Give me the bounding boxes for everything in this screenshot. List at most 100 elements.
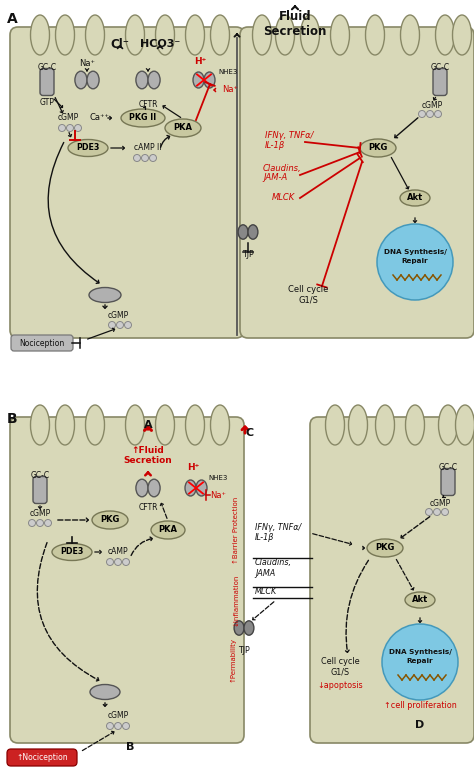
Ellipse shape — [193, 72, 204, 88]
Text: GTP: GTP — [39, 98, 55, 107]
Ellipse shape — [456, 405, 474, 445]
Ellipse shape — [126, 405, 145, 445]
Text: Na⁺: Na⁺ — [210, 492, 226, 500]
Ellipse shape — [30, 405, 49, 445]
Text: A: A — [7, 12, 18, 26]
Ellipse shape — [427, 110, 434, 117]
Ellipse shape — [436, 15, 455, 55]
Text: Akt: Akt — [407, 193, 423, 203]
Text: ↓apoptosis: ↓apoptosis — [317, 680, 363, 690]
Ellipse shape — [165, 119, 201, 137]
Text: CFTR: CFTR — [138, 503, 158, 512]
Text: D: D — [415, 720, 425, 730]
Ellipse shape — [92, 511, 128, 529]
Ellipse shape — [155, 15, 174, 55]
Text: IFNγ, TNFα/: IFNγ, TNFα/ — [265, 131, 313, 139]
Text: ↑Fluid
Secretion: ↑Fluid Secretion — [124, 446, 173, 465]
Text: Claudins,: Claudins, — [255, 558, 292, 568]
Ellipse shape — [52, 543, 92, 561]
Text: MLCK: MLCK — [255, 587, 277, 597]
Ellipse shape — [151, 521, 185, 539]
Text: Repair: Repair — [401, 258, 428, 264]
Ellipse shape — [426, 508, 432, 515]
Ellipse shape — [330, 15, 349, 55]
Text: G1/S: G1/S — [330, 667, 349, 677]
Text: cAMP: cAMP — [108, 547, 128, 557]
Text: GC-C: GC-C — [37, 63, 56, 73]
Text: ↑Barrier Protection: ↑Barrier Protection — [233, 496, 239, 564]
Ellipse shape — [55, 405, 74, 445]
Ellipse shape — [196, 480, 207, 496]
Text: PDE3: PDE3 — [60, 547, 84, 557]
Text: Claudins,: Claudins, — [263, 164, 301, 172]
Text: A: A — [144, 420, 152, 430]
Ellipse shape — [185, 15, 204, 55]
Ellipse shape — [142, 154, 148, 161]
Text: Akt: Akt — [412, 596, 428, 604]
Ellipse shape — [28, 519, 36, 526]
Ellipse shape — [244, 621, 254, 635]
Ellipse shape — [253, 15, 272, 55]
Text: DNA Synthesis/: DNA Synthesis/ — [383, 249, 447, 255]
Text: H⁺: H⁺ — [194, 57, 206, 67]
Text: B: B — [126, 742, 134, 752]
Ellipse shape — [367, 539, 403, 557]
Text: Na⁺: Na⁺ — [79, 60, 95, 68]
Ellipse shape — [326, 405, 345, 445]
Ellipse shape — [121, 109, 165, 127]
Ellipse shape — [435, 110, 441, 117]
Text: IL-1β: IL-1β — [265, 142, 285, 150]
Ellipse shape — [36, 519, 44, 526]
Ellipse shape — [66, 124, 73, 132]
FancyBboxPatch shape — [310, 417, 474, 743]
FancyBboxPatch shape — [7, 749, 77, 766]
Ellipse shape — [45, 519, 52, 526]
Text: cGMP: cGMP — [29, 508, 51, 518]
Ellipse shape — [185, 480, 196, 496]
Ellipse shape — [360, 139, 396, 157]
Ellipse shape — [419, 110, 426, 117]
Circle shape — [382, 624, 458, 700]
Text: cGMP: cGMP — [108, 312, 128, 320]
Text: cGMP: cGMP — [429, 499, 451, 507]
Ellipse shape — [122, 558, 129, 565]
Ellipse shape — [148, 71, 160, 88]
Ellipse shape — [134, 154, 140, 161]
Ellipse shape — [155, 405, 174, 445]
Ellipse shape — [136, 71, 148, 88]
Text: ↓Inflammation: ↓Inflammation — [233, 574, 239, 626]
Text: Nociception: Nociception — [19, 338, 64, 348]
FancyBboxPatch shape — [33, 477, 47, 503]
Circle shape — [377, 224, 453, 300]
Ellipse shape — [400, 190, 430, 206]
Text: GC-C: GC-C — [430, 63, 449, 73]
Text: IFNγ, TNFα/: IFNγ, TNFα/ — [255, 524, 301, 532]
Text: ↑cell proliferation: ↑cell proliferation — [383, 701, 456, 709]
Text: H⁺: H⁺ — [187, 464, 199, 472]
Ellipse shape — [30, 15, 49, 55]
Ellipse shape — [401, 15, 419, 55]
Text: NHE3: NHE3 — [218, 69, 237, 75]
Ellipse shape — [210, 15, 229, 55]
FancyBboxPatch shape — [441, 468, 455, 496]
Text: Cell cycle: Cell cycle — [321, 658, 359, 666]
Ellipse shape — [115, 723, 121, 730]
Ellipse shape — [117, 322, 124, 329]
Ellipse shape — [453, 15, 472, 55]
Ellipse shape — [74, 124, 82, 132]
Ellipse shape — [365, 15, 384, 55]
Ellipse shape — [248, 225, 258, 239]
Text: TJP: TJP — [242, 250, 254, 259]
Ellipse shape — [204, 72, 215, 88]
Ellipse shape — [238, 225, 248, 239]
Text: HCO3⁻: HCO3⁻ — [140, 39, 180, 49]
FancyBboxPatch shape — [11, 335, 73, 351]
Text: PKG: PKG — [375, 543, 395, 553]
Text: PKA: PKA — [158, 525, 177, 535]
Ellipse shape — [109, 322, 116, 329]
Ellipse shape — [89, 287, 121, 302]
Ellipse shape — [301, 15, 319, 55]
Text: TJP: TJP — [238, 646, 250, 655]
Ellipse shape — [234, 621, 244, 635]
Ellipse shape — [58, 124, 65, 132]
